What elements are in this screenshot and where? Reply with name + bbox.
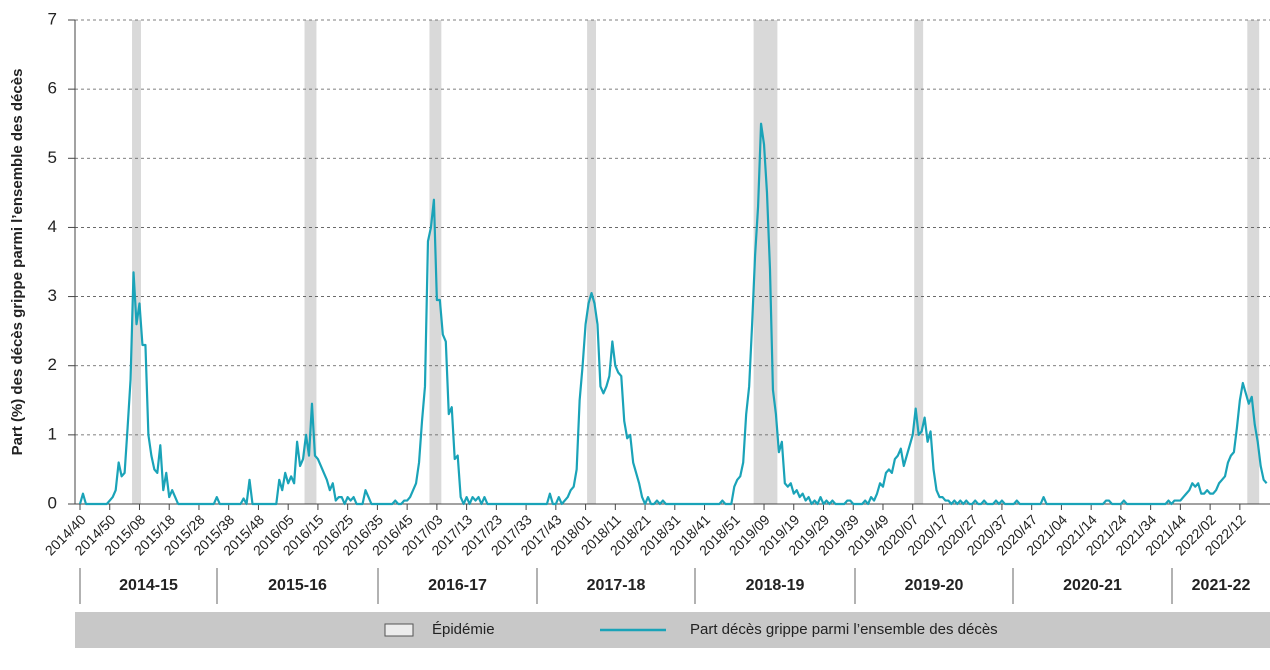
epidemic-band xyxy=(1247,20,1260,504)
data-line xyxy=(78,122,1268,506)
season-label: 2019-20 xyxy=(905,577,964,594)
epidemic-band xyxy=(753,20,778,504)
season-label: 2018-19 xyxy=(746,577,805,594)
legend-band-swatch xyxy=(384,623,414,637)
y-tick-label: 0 xyxy=(48,493,57,512)
epidemic-band xyxy=(914,20,924,504)
y-tick-label: 6 xyxy=(48,79,57,98)
y-tick-label: 3 xyxy=(48,286,57,305)
legend-background xyxy=(75,612,1270,648)
season-label: 2015-16 xyxy=(268,577,327,594)
season-label: 2014-15 xyxy=(119,577,178,594)
season-label: 2021-22 xyxy=(1192,577,1251,594)
y-axis-label: Part (%) des décès grippe parmi l’ensemb… xyxy=(9,69,26,456)
y-tick-label: 2 xyxy=(48,355,57,374)
epidemic-band xyxy=(587,20,596,504)
y-tick-label: 5 xyxy=(48,148,57,167)
legend-label: Épidémie xyxy=(432,621,495,638)
y-tick-label: 1 xyxy=(48,424,57,443)
y-tick-label: 7 xyxy=(48,9,57,28)
epidemic-band xyxy=(304,20,317,504)
season-label: 2016-17 xyxy=(428,577,487,594)
epidemic-band xyxy=(132,20,141,504)
legend-label: Part décès grippe parmi l’ensemble des d… xyxy=(690,621,998,638)
season-label: 2017-18 xyxy=(587,577,646,594)
grid xyxy=(75,19,1270,436)
y-tick-label: 4 xyxy=(48,217,57,236)
bands xyxy=(132,20,1260,504)
season-label: 2020-21 xyxy=(1063,577,1122,594)
